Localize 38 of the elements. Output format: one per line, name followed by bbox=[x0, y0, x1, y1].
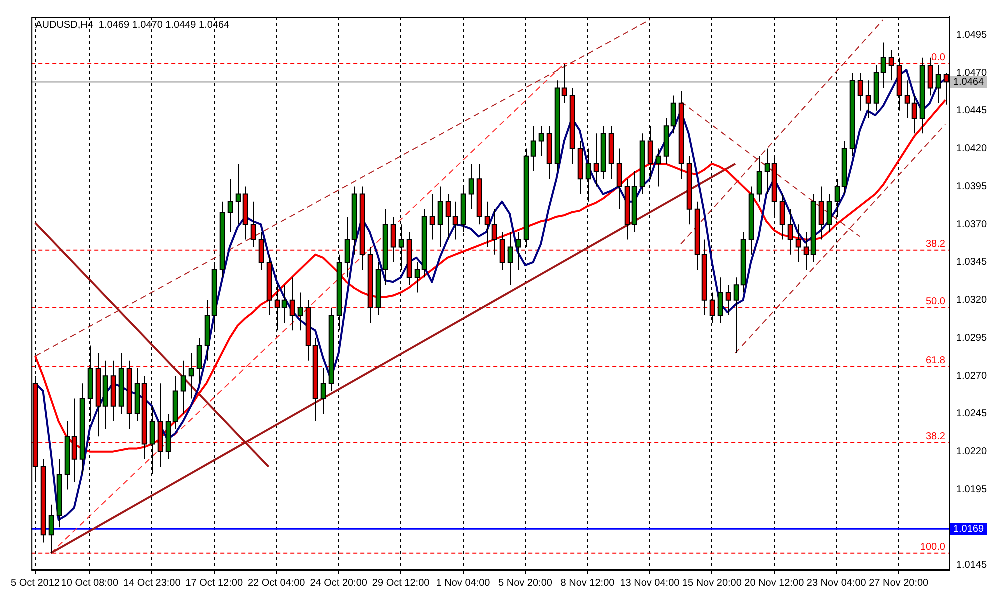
annotation: 50.0 bbox=[926, 296, 946, 308]
x-tick-label: 15 Nov 20:00 bbox=[682, 578, 742, 589]
y-tick-label: 1.0320 bbox=[956, 295, 988, 306]
chart-title: AUDUSD,H4 1.0469 1.0470 1.0449 1.0464 bbox=[36, 20, 230, 31]
y-tick-label: 1.0370 bbox=[956, 219, 988, 230]
x-tick-label: 20 Nov 12:00 bbox=[744, 578, 805, 589]
y-tick-label: 1.0345 bbox=[956, 257, 988, 268]
y-tick-label: 1.0470 bbox=[956, 68, 988, 79]
x-tick-label: 22 Oct 04:00 bbox=[248, 578, 306, 589]
x-tick-label: 5 Oct 2012 bbox=[11, 578, 60, 589]
y-tick-label: 1.0295 bbox=[956, 332, 988, 344]
y-tick-label: 1.0395 bbox=[956, 181, 988, 192]
x-tick-label: 27 Nov 20:00 bbox=[869, 578, 930, 589]
x-tick-label: 29 Oct 12:00 bbox=[372, 578, 430, 589]
x-tick-label: 17 Oct 12:00 bbox=[186, 578, 244, 589]
x-tick-label: 24 Oct 20:00 bbox=[310, 578, 368, 589]
y-tick-label: 1.0270 bbox=[956, 370, 988, 382]
annotation: 38.2 bbox=[926, 431, 946, 442]
annotation: 100.0 bbox=[920, 542, 946, 554]
ref-line-label: 1.0464 bbox=[953, 76, 984, 88]
annotation: 61.8 bbox=[926, 356, 946, 367]
x-tick-label: 5 Nov 20:00 bbox=[498, 578, 553, 589]
x-tick-label: 23 Nov 04:00 bbox=[806, 578, 867, 589]
annotation: 0.0 bbox=[932, 52, 946, 64]
x-tick-label: 8 Nov 12:00 bbox=[560, 578, 616, 589]
x-tick-label: 10 Oct 08:00 bbox=[61, 578, 119, 589]
y-tick-label: 1.0220 bbox=[956, 446, 988, 458]
y-tick-label: 1.0420 bbox=[956, 144, 988, 155]
y-tick-label: 1.0495 bbox=[956, 30, 988, 41]
y-tick-label: 1.0145 bbox=[956, 560, 988, 572]
x-tick-label: 14 Oct 23:00 bbox=[124, 578, 182, 589]
annotation: 38.2 bbox=[926, 239, 946, 250]
y-tick-label: 1.0445 bbox=[956, 106, 988, 117]
y-tick-label: 1.0245 bbox=[956, 408, 988, 420]
ref-line-label: 1.0169 bbox=[953, 524, 984, 535]
x-tick-label: 1 Nov 04:00 bbox=[436, 578, 491, 589]
x-tick-label: 13 Nov 04:00 bbox=[620, 578, 680, 589]
y-tick-label: 1.0195 bbox=[956, 484, 988, 496]
